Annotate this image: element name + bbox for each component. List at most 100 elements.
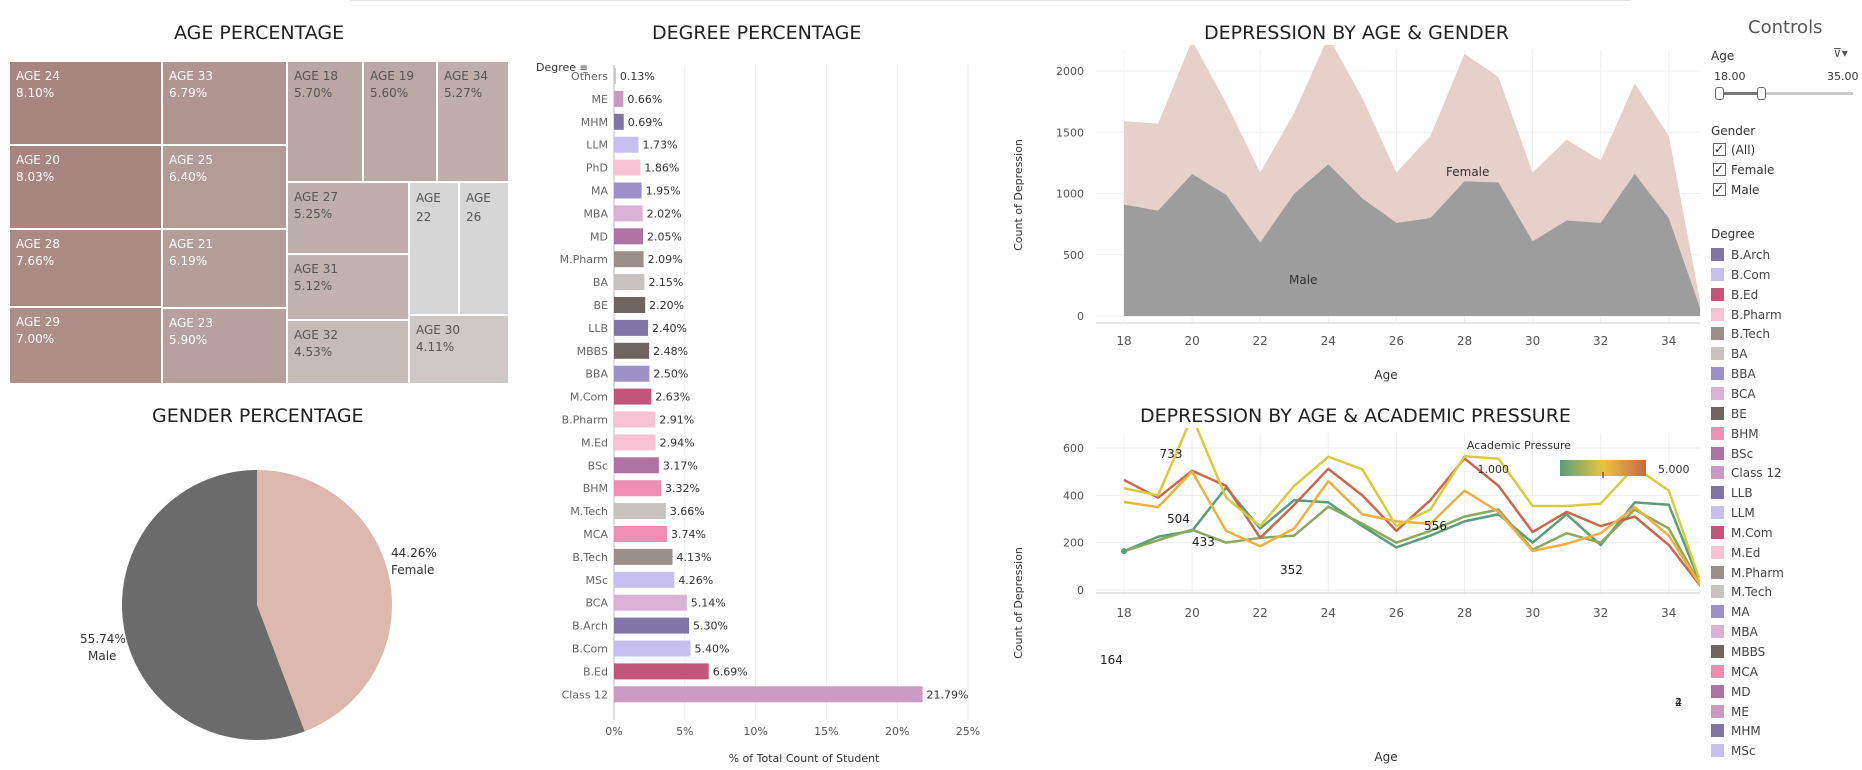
slider-handle-max[interactable] — [1757, 87, 1766, 100]
degree-legend-item[interactable]: B.Arch — [1711, 246, 1770, 264]
degree-bar[interactable] — [614, 480, 661, 496]
degree-bar[interactable] — [614, 160, 640, 176]
checkbox-icon[interactable] — [1713, 183, 1726, 196]
degree-legend-item[interactable]: MBA — [1711, 623, 1758, 641]
checkbox-icon[interactable] — [1713, 143, 1726, 156]
degree-legend-item[interactable]: B.Com — [1711, 266, 1770, 284]
degree-legend-item[interactable]: Class 12 — [1711, 464, 1782, 482]
degree-bar[interactable] — [614, 205, 643, 221]
degree-legend-item[interactable]: MSc — [1711, 742, 1756, 760]
degree-legend-item[interactable]: BA — [1711, 345, 1747, 363]
legend-item-label: B.Tech — [1731, 327, 1770, 341]
degree-legend-item[interactable]: ME — [1711, 703, 1749, 721]
degree-legend-item[interactable]: BCA — [1711, 385, 1756, 403]
degree-bar[interactable] — [614, 343, 649, 359]
male-label: Male — [88, 649, 116, 663]
treemap-pct-label: 5.25% — [294, 206, 408, 223]
filter-clear-icon[interactable]: ⊽▾ — [1833, 46, 1848, 60]
degree-legend-item[interactable]: LLM — [1711, 504, 1755, 522]
degree-bar[interactable] — [614, 572, 674, 588]
area-y-tick: 0 — [1077, 310, 1084, 323]
degree-legend-item[interactable]: M.Ed — [1711, 544, 1760, 562]
degree-legend-item[interactable]: BE — [1711, 405, 1747, 423]
degree-bar[interactable] — [614, 91, 623, 107]
degree-legend-item[interactable]: BSc — [1711, 445, 1753, 463]
degree-bar[interactable] — [614, 503, 666, 519]
line-y-tick: 200 — [1063, 537, 1084, 550]
degree-bar[interactable] — [614, 183, 642, 199]
degree-legend-item[interactable]: M.Com — [1711, 524, 1773, 542]
treemap-cell[interactable]: AGE 22 — [409, 182, 459, 315]
legend-swatch — [1711, 605, 1724, 618]
degree-legend-item[interactable]: M.Tech — [1711, 583, 1772, 601]
age-range-slider[interactable] — [1716, 86, 1853, 100]
treemap-age-label: AGE 18 — [294, 68, 362, 85]
degree-bar[interactable] — [614, 297, 645, 313]
degree-bar[interactable] — [614, 366, 649, 382]
degree-bar[interactable] — [614, 434, 656, 450]
gender-option-female[interactable]: Female — [1713, 161, 1774, 179]
degree-bar[interactable] — [614, 251, 644, 267]
degree-bar[interactable] — [614, 389, 651, 405]
degree-bar[interactable] — [614, 320, 648, 336]
degree-bar[interactable] — [614, 526, 667, 542]
degree-legend-item[interactable]: MA — [1711, 603, 1750, 621]
degree-bar[interactable] — [614, 68, 616, 84]
degree-legend-item[interactable]: MBBS — [1711, 643, 1765, 661]
legend-swatch — [1711, 585, 1724, 598]
degree-bar[interactable] — [614, 618, 689, 634]
treemap-cell[interactable]: AGE 26 — [459, 182, 509, 315]
degree-bar[interactable] — [614, 412, 655, 428]
degree-bar[interactable] — [614, 114, 624, 130]
degree-percentage-title: DEGREE PERCENTAGE — [652, 22, 861, 44]
legend-item-label: B.Arch — [1731, 248, 1770, 262]
top-divider — [350, 0, 1630, 1]
degree-value-label: 0.13% — [620, 70, 655, 83]
degree-bar[interactable] — [614, 228, 643, 244]
line-y-tick: 600 — [1063, 442, 1084, 455]
degree-bar[interactable] — [614, 641, 690, 657]
degree-legend-item[interactable]: M.Pharm — [1711, 564, 1784, 582]
gender-option-male[interactable]: Male — [1713, 181, 1759, 199]
degree-legend-item[interactable]: LLB — [1711, 484, 1753, 502]
degree-value-label: 3.17% — [663, 459, 698, 472]
degree-bar[interactable] — [614, 549, 672, 565]
degree-legend-item[interactable]: MD — [1711, 683, 1751, 701]
degree-legend-item[interactable]: BHM — [1711, 425, 1759, 443]
degree-bar[interactable] — [614, 274, 644, 290]
degree-bar[interactable] — [614, 595, 687, 611]
checkbox-icon[interactable] — [1713, 163, 1726, 176]
degree-bar[interactable] — [614, 137, 638, 153]
slider-handle-min[interactable] — [1715, 87, 1724, 100]
line-point-marker[interactable] — [1121, 548, 1127, 554]
degree-legend-item[interactable]: B.Tech — [1711, 325, 1770, 343]
legend-swatch — [1711, 546, 1724, 559]
degree-bar[interactable] — [614, 663, 709, 679]
degree-bar[interactable] — [614, 686, 923, 702]
degree-legend-item[interactable]: BBA — [1711, 365, 1756, 383]
degree-bar[interactable] — [614, 457, 659, 473]
degree-legend-item[interactable]: MHM — [1711, 722, 1761, 740]
degree-legend-item[interactable]: MCA — [1711, 663, 1758, 681]
legend-item-label: B.Ed — [1731, 288, 1758, 302]
degree-legend-item[interactable]: B.Pharm — [1711, 306, 1782, 324]
degree-legend-item[interactable]: B.Ed — [1711, 286, 1758, 304]
gender-option-all[interactable]: (All) — [1713, 141, 1755, 159]
legend-item-label: M.Tech — [1731, 585, 1772, 599]
line-x-tick: 24 — [1321, 606, 1336, 620]
